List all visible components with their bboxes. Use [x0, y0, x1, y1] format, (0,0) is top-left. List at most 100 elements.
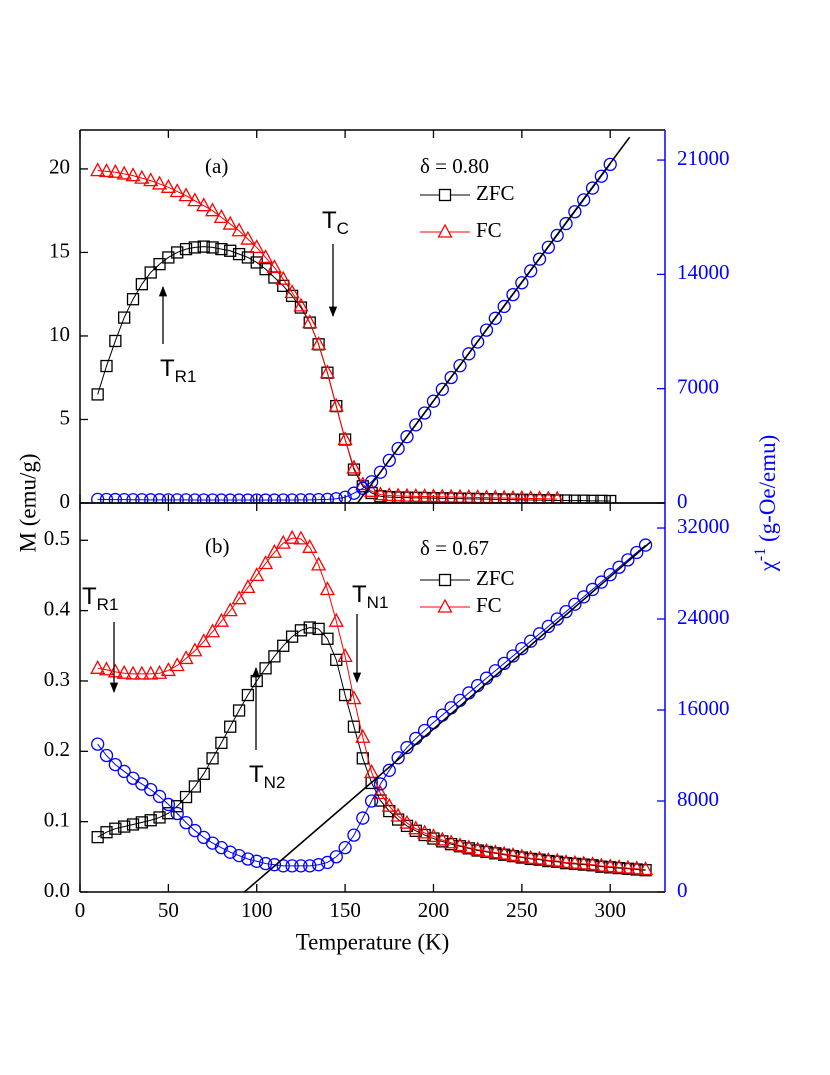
data-marker: [523, 490, 538, 503]
annotation: TR1: [160, 355, 196, 386]
data-marker: [144, 493, 158, 503]
data-marker: [285, 630, 299, 643]
data-marker: [425, 488, 442, 503]
data-marker: [559, 216, 573, 231]
data-marker: [418, 491, 431, 503]
data-marker: [391, 751, 405, 765]
data-marker: [135, 493, 149, 503]
data-marker: [90, 162, 106, 177]
data-marker: [436, 492, 449, 503]
data-marker: [222, 602, 238, 617]
data-marker: [372, 785, 389, 800]
data-marker: [171, 246, 184, 259]
data-marker: [259, 262, 272, 276]
x-tick-label: 300: [594, 898, 626, 922]
data-marker: [249, 239, 265, 254]
data-marker: [638, 538, 653, 552]
series-line: [97, 164, 611, 501]
data-marker: [559, 494, 573, 503]
y-tick-label: 5: [60, 405, 71, 429]
data-marker: [91, 388, 104, 401]
data-marker: [144, 814, 157, 827]
data-marker: [515, 276, 529, 290]
data-marker: [347, 720, 361, 733]
subtitle: δ = 0.80: [420, 154, 489, 178]
data-marker: [372, 486, 389, 501]
x-axis-label: Temperature (K): [296, 929, 450, 954]
data-marker: [338, 688, 352, 702]
data-marker: [444, 370, 458, 385]
plot-area: [90, 136, 631, 503]
data-marker: [487, 489, 503, 503]
data-marker: [293, 297, 309, 312]
data-marker: [479, 489, 494, 503]
data-marker: [188, 823, 202, 838]
data-marker: [118, 820, 131, 833]
data-marker: [144, 782, 158, 797]
data-marker: [532, 252, 547, 266]
data-marker: [381, 487, 397, 502]
data-marker: [258, 856, 273, 871]
data-marker: [108, 757, 122, 772]
data-marker: [630, 545, 644, 560]
data-marker: [373, 777, 388, 791]
data-marker: [496, 489, 512, 503]
annotation-subscript: R1: [97, 595, 119, 614]
data-marker: [382, 453, 396, 468]
data-marker: [328, 397, 344, 412]
data-marker: [364, 764, 380, 779]
data-marker: [241, 688, 255, 702]
data-marker: [347, 463, 361, 476]
data-marker: [337, 431, 353, 446]
data-marker: [364, 475, 379, 489]
data-marker: [409, 418, 423, 432]
x-tick-label: 100: [241, 898, 273, 922]
legend-label: FC: [476, 593, 502, 617]
data-marker: [241, 852, 255, 866]
y2-tick-label: 0: [677, 878, 688, 902]
data-marker: [541, 240, 556, 254]
data-marker: [98, 661, 115, 676]
panel-label: (a): [205, 154, 228, 178]
data-marker: [586, 494, 599, 503]
data-marker: [602, 858, 618, 873]
data-marker: [276, 859, 290, 873]
data-marker: [506, 493, 520, 503]
data-marker: [240, 230, 256, 245]
y2-tick-label: 21000: [677, 146, 730, 170]
data-marker: [197, 493, 211, 503]
data-marker: [452, 837, 468, 852]
data-marker: [266, 259, 283, 274]
fit-line: [356, 136, 631, 503]
data-marker: [196, 197, 212, 212]
data-marker: [629, 860, 645, 875]
data-marker: [319, 364, 336, 379]
data-marker: [496, 845, 512, 860]
data-marker: [284, 529, 300, 544]
data-marker: [400, 491, 414, 503]
x-tick-label: 0: [75, 898, 86, 922]
data-marker: [134, 169, 150, 184]
data-marker: [144, 266, 157, 279]
data-marker: [453, 359, 467, 373]
data-marker: [178, 650, 194, 665]
y2-tick-label: 14000: [677, 260, 730, 284]
data-marker: [284, 284, 300, 299]
data-marker: [461, 839, 477, 854]
data-marker: [355, 728, 371, 743]
y-tick-label: 0.2: [44, 737, 70, 761]
y2-label-unit: (g-Oe/emu): [755, 435, 780, 548]
y2-label-symbol: χ: [755, 560, 780, 572]
data-marker: [224, 244, 237, 257]
data-marker: [169, 657, 185, 672]
fit-line: [243, 541, 652, 892]
data-marker: [603, 568, 617, 582]
data-marker: [550, 490, 564, 503]
data-marker: [453, 492, 467, 503]
data-marker: [250, 493, 264, 503]
y2-tick-label: 8000: [677, 787, 719, 811]
data-marker: [434, 488, 450, 503]
data-marker: [223, 493, 237, 503]
data-marker: [594, 575, 609, 589]
data-marker: [532, 490, 547, 503]
